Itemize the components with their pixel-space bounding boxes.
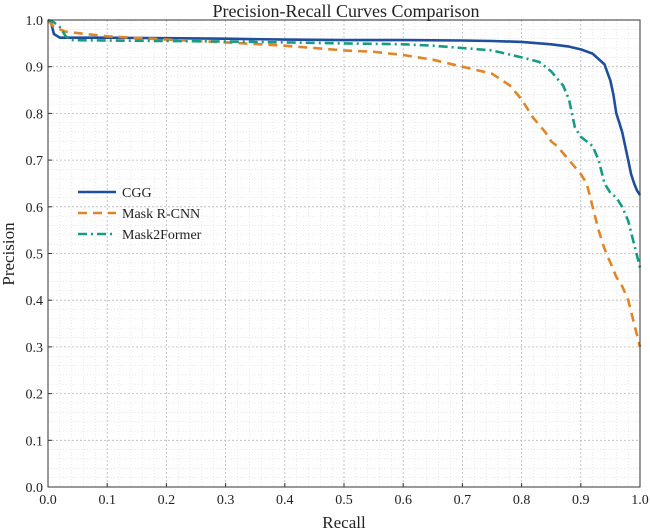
x-tick-label: 1.0 <box>631 493 649 508</box>
y-axis-label: Precision <box>0 222 18 286</box>
legend-label-mask2former: Mask2Former <box>122 228 202 243</box>
y-tick-label: 0.1 <box>26 434 44 449</box>
legend-label-mask-r-cnn: Mask R-CNN <box>122 207 200 222</box>
x-axis-label: Recall <box>322 513 366 531</box>
y-tick-label: 0.6 <box>26 201 44 216</box>
series-line-cgg <box>47 18 642 196</box>
y-tick-label: 0.3 <box>26 341 44 356</box>
series-line-mask2former <box>47 18 642 268</box>
x-tick-label: 0.6 <box>394 493 412 508</box>
legend: CGG Mask R-CNN Mask2Former <box>78 186 202 243</box>
x-tick-label: 0.0 <box>39 493 57 508</box>
series-layer <box>47 18 642 348</box>
y-tick-label: 0.7 <box>26 154 44 169</box>
chart-title: Precision-Recall Curves Comparison <box>213 1 480 21</box>
x-tick-label: 0.7 <box>454 493 472 508</box>
x-tick-label: 0.9 <box>572 493 590 508</box>
y-tick-label: 1.0 <box>26 14 44 29</box>
tick-layer: 0.0 0.1 0.2 0.3 0.4 0.5 0.6 0.7 0.8 0.9 1.0 0.0 0.1 0… <box>26 14 649 508</box>
y-tick-label: 0.9 <box>26 61 44 76</box>
x-tick-label: 0.2 <box>158 493 176 508</box>
y-tick-label: 0.5 <box>26 248 44 263</box>
x-tick-label: 0.3 <box>217 493 235 508</box>
x-tick-label: 0.5 <box>335 493 353 508</box>
series-line-mask-r-cnn <box>47 19 642 348</box>
y-tick-label: 0.8 <box>26 107 44 122</box>
legend-label-cgg: CGG <box>122 186 152 201</box>
x-tick-label: 0.1 <box>98 493 116 508</box>
y-tick-label: 0.0 <box>26 481 44 496</box>
x-tick-label: 0.4 <box>276 493 294 508</box>
y-tick-label: 0.2 <box>26 388 44 403</box>
x-tick-label: 0.8 <box>513 493 531 508</box>
y-tick-label: 0.4 <box>26 294 44 309</box>
grid <box>47 19 641 488</box>
